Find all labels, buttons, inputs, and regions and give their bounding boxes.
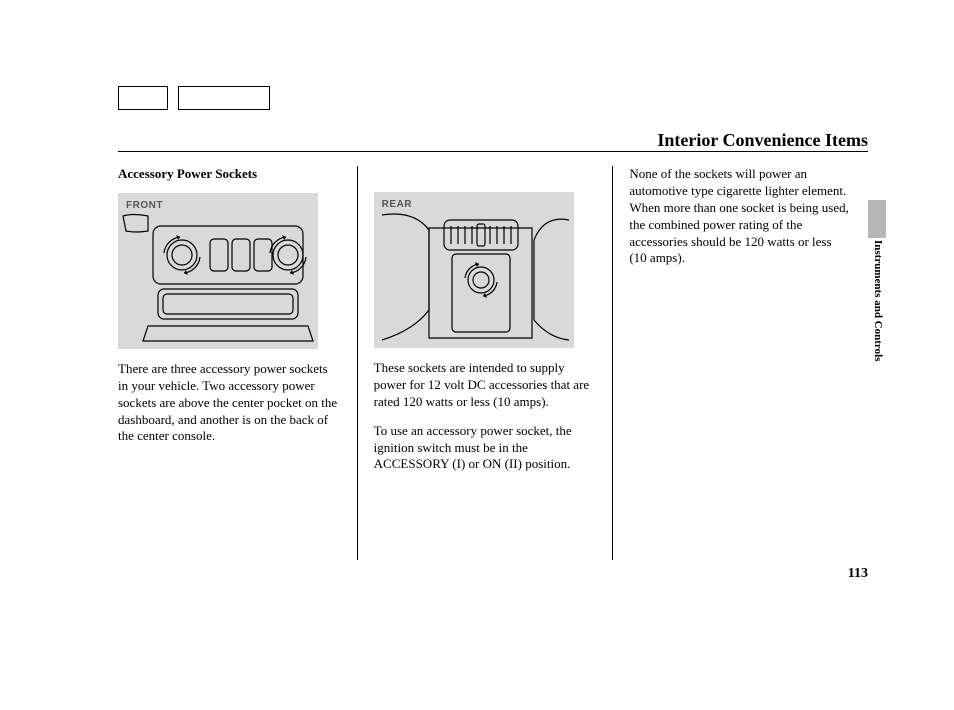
reference-box-large	[178, 86, 270, 110]
col2-paragraph-2: To use an accessory power socket, the ig…	[374, 423, 597, 474]
content-columns: Accessory Power Sockets FRONT	[118, 166, 868, 560]
front-socket-illustration	[118, 211, 318, 349]
reference-box-small	[118, 86, 168, 110]
column-3: None of the sockets will power an automo…	[613, 166, 868, 560]
page-title: Interior Convenience Items	[657, 130, 868, 151]
rear-socket-illustration	[374, 210, 574, 348]
figure-front: FRONT	[118, 193, 318, 349]
column-2: REAR	[358, 166, 614, 560]
header-reference-boxes	[118, 86, 270, 110]
spacer	[374, 166, 597, 192]
manual-page: Interior Convenience Items Instruments a…	[0, 0, 954, 710]
page-number: 113	[848, 566, 868, 582]
col2-paragraph-1: These sockets are intended to supply pow…	[374, 360, 597, 411]
column-1: Accessory Power Sockets FRONT	[118, 166, 358, 560]
title-rule	[118, 151, 868, 152]
section-heading: Accessory Power Sockets	[118, 166, 341, 183]
section-tab	[868, 200, 886, 238]
col3-paragraph-1: None of the sockets will power an automo…	[629, 166, 852, 267]
figure-rear: REAR	[374, 192, 574, 348]
section-tab-label: Instruments and Controls	[872, 240, 884, 361]
col1-paragraph-1: There are three accessory power sockets …	[118, 361, 341, 445]
